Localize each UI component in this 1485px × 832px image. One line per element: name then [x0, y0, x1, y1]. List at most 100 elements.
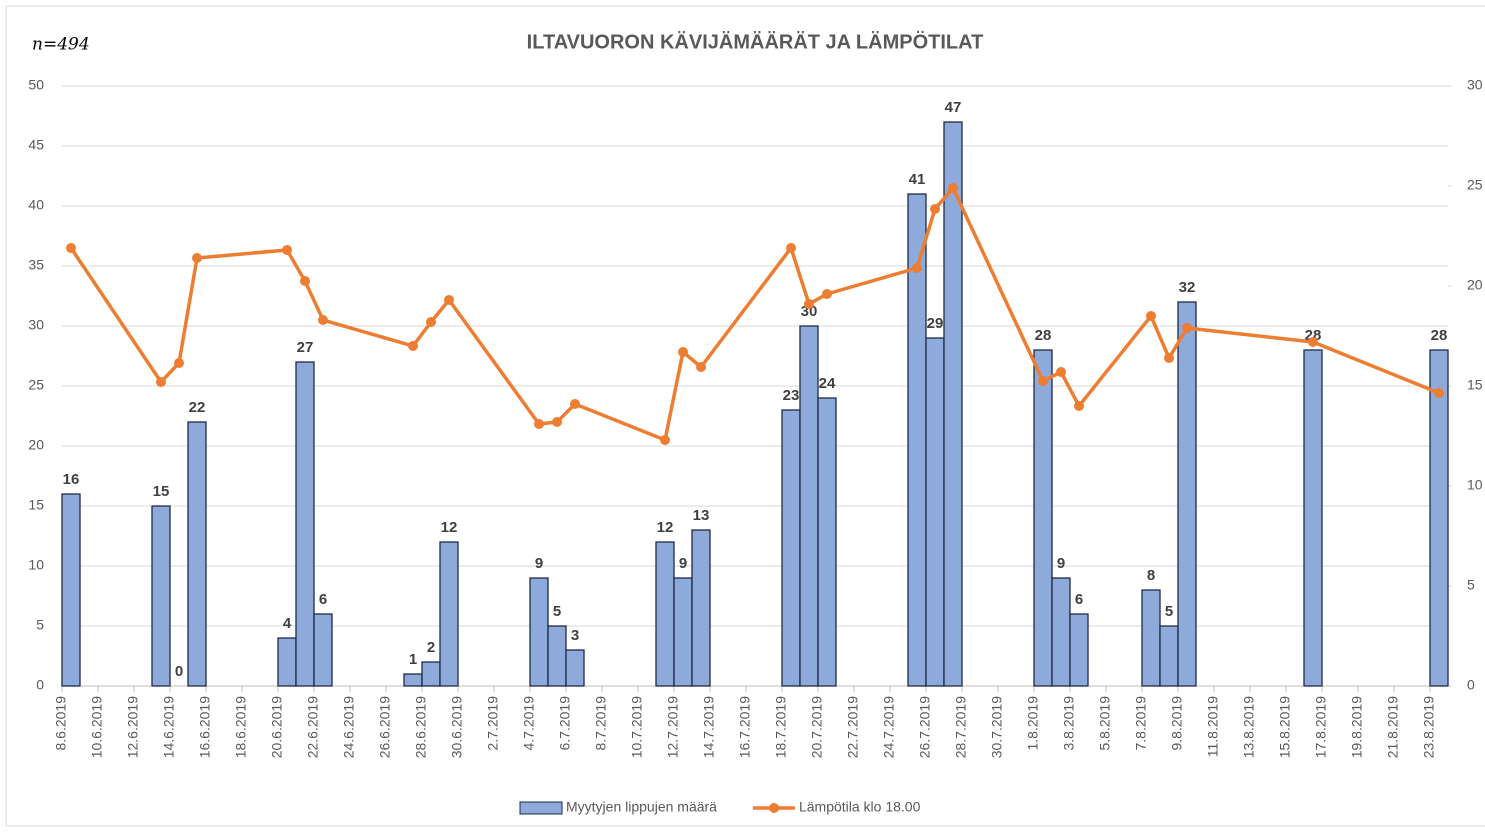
line-point — [804, 299, 814, 309]
x-tick-label: 23.8.2019 — [1421, 696, 1437, 758]
bar — [547, 625, 567, 687]
bar — [1429, 349, 1449, 687]
line-point — [1308, 337, 1318, 347]
bar — [655, 541, 675, 687]
bar-value-label: 9 — [1057, 555, 1065, 572]
line — [69, 184, 1440, 443]
line-point — [696, 362, 706, 372]
bar — [781, 409, 801, 687]
bar — [817, 397, 837, 687]
bar-value-label: 27 — [297, 339, 314, 356]
bar — [1051, 577, 1071, 687]
line-point — [318, 315, 328, 325]
line-point — [534, 419, 544, 429]
y-tick-label: 0 — [36, 677, 44, 693]
bar-value-label: 29 — [927, 315, 944, 332]
line-point — [912, 263, 922, 273]
bar-value-label: 9 — [535, 555, 543, 572]
bar — [529, 577, 549, 687]
x-tick-label: 4.7.2019 — [521, 696, 537, 751]
bar — [439, 541, 459, 687]
x-tick-label: 21.8.2019 — [1385, 696, 1401, 758]
x-tick-label: 3.8.2019 — [1061, 696, 1077, 751]
x-tick-label: 24.6.2019 — [341, 696, 357, 758]
bar — [1177, 301, 1197, 687]
bar — [799, 325, 819, 687]
x-tick-label: 10.6.2019 — [89, 696, 105, 758]
line-point — [156, 377, 166, 387]
bar-value-label: 13 — [693, 507, 710, 524]
bar-value-label: 6 — [1075, 591, 1083, 608]
y2-tick-label: 5 — [1467, 577, 1475, 593]
bar-value-label: 15 — [153, 483, 170, 500]
x-tick-label: 12.7.2019 — [665, 696, 681, 758]
y-tick-label: 20 — [28, 437, 44, 453]
line-point — [1056, 367, 1066, 377]
x-tick-label: 11.8.2019 — [1205, 696, 1221, 757]
bar-value-label: 5 — [1165, 603, 1173, 620]
x-tick-label: 16.7.2019 — [737, 696, 753, 758]
bar-value-label: 24 — [819, 375, 836, 392]
bar-value-label: 4 — [283, 615, 292, 632]
line-point — [300, 276, 310, 286]
y-tick-label: 25 — [28, 377, 44, 393]
line-point — [930, 204, 940, 214]
x-tick-label: 28.7.2019 — [953, 696, 969, 758]
line-point — [444, 295, 454, 305]
bar-value-label: 30 — [801, 303, 818, 320]
line-point — [1434, 388, 1444, 398]
bar-value-label: 28 — [1431, 327, 1448, 344]
line-point — [552, 417, 562, 427]
y2-tick-label: 25 — [1467, 177, 1483, 193]
y-tick-label: 10 — [28, 557, 44, 573]
line-point — [570, 399, 580, 409]
bar — [1141, 589, 1161, 687]
annotation: n=494 — [32, 35, 90, 55]
x-tick-label: 10.7.2019 — [629, 696, 645, 758]
bar — [943, 121, 963, 687]
line-point — [1164, 353, 1174, 363]
x-tick-label: 24.7.2019 — [881, 696, 897, 758]
bar — [151, 505, 171, 687]
legend-label: Myytyjen lippujen määrä — [566, 799, 717, 815]
bar — [295, 361, 315, 687]
x-tick-label: 17.8.2019 — [1313, 696, 1329, 758]
x-tick-label: 16.6.2019 — [197, 696, 213, 758]
line-point — [822, 289, 832, 299]
bar — [61, 493, 81, 687]
x-tick-label: 30.6.2019 — [449, 696, 465, 758]
bar — [1069, 613, 1089, 687]
bar-value-label: 12 — [657, 519, 674, 536]
bar-value-label: 47 — [945, 99, 962, 116]
x-tick-label: 2.7.2019 — [485, 696, 501, 751]
bar — [277, 637, 297, 687]
y-tick-label: 5 — [36, 617, 44, 633]
line-point — [1182, 323, 1192, 333]
x-tick-label: 9.8.2019 — [1169, 696, 1185, 751]
bar — [1033, 349, 1053, 687]
x-tick-label: 13.8.2019 — [1241, 696, 1257, 758]
bar — [1303, 349, 1323, 687]
y-tick-label: 30 — [28, 317, 44, 333]
line-point — [1038, 376, 1048, 386]
y2-tick-label: 0 — [1467, 677, 1475, 693]
x-tick-label: 7.8.2019 — [1133, 696, 1149, 751]
y-tick-label: 40 — [28, 197, 44, 213]
bar-value-label: 12 — [441, 519, 458, 536]
y-tick-label: 45 — [28, 137, 44, 153]
line-point — [192, 253, 202, 263]
bar-value-label: 16 — [63, 471, 80, 488]
y2-tick-label: 15 — [1467, 377, 1483, 393]
line-point — [948, 183, 958, 193]
bar-value-label: 22 — [189, 399, 206, 416]
x-tick-label: 5.8.2019 — [1097, 696, 1113, 751]
x-tick-label: 8.7.2019 — [593, 696, 609, 751]
bar-value-label: 5 — [553, 603, 561, 620]
bar — [565, 649, 585, 687]
line-point — [786, 243, 796, 253]
x-tick-label: 28.6.2019 — [413, 696, 429, 758]
line-point — [66, 243, 76, 253]
x-tick-label: 19.8.2019 — [1349, 696, 1365, 758]
bar-value-label: 2 — [427, 639, 435, 656]
